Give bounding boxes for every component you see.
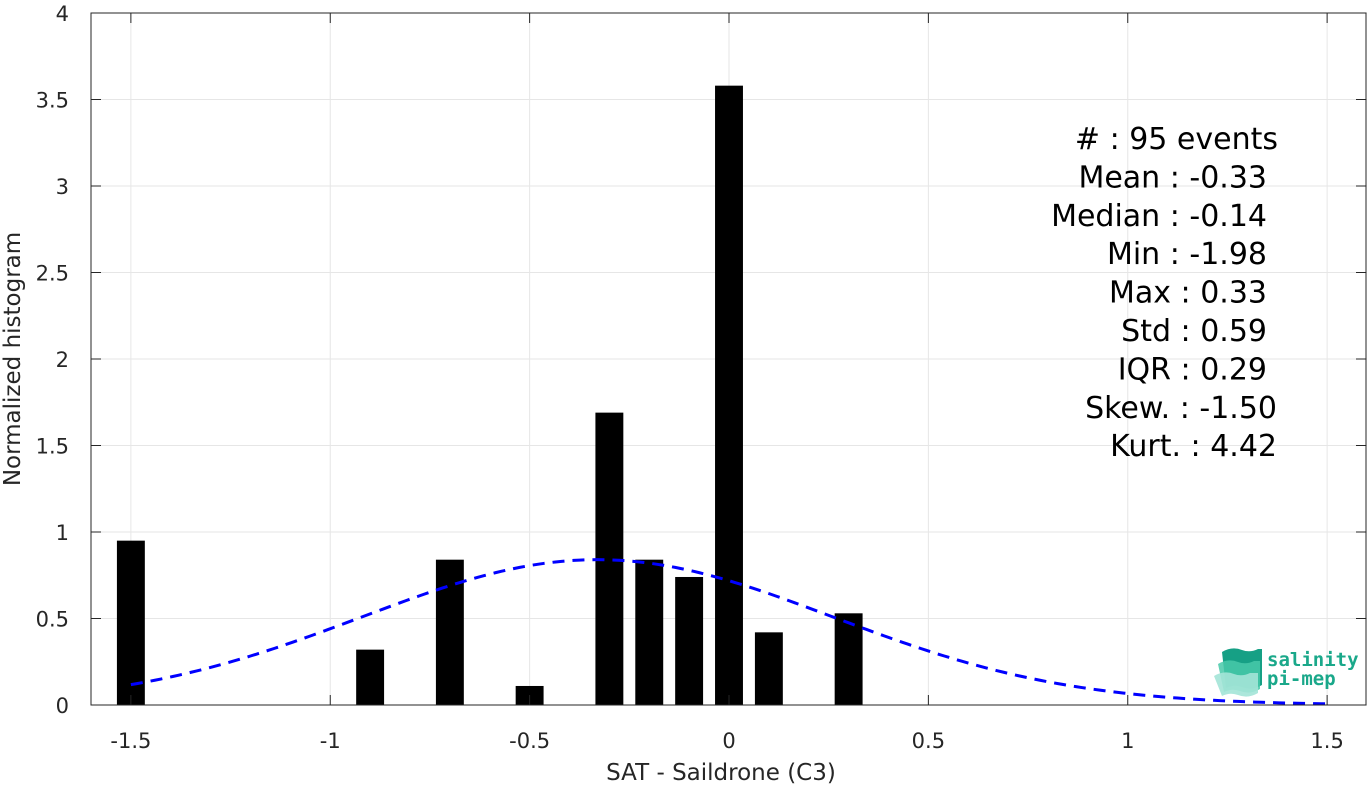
stats-line: Std : 0.59: [1121, 314, 1267, 349]
histogram-bar: [635, 559, 664, 705]
stat-value: : 0.33: [1181, 276, 1267, 311]
stat-value: : -0.33: [1170, 160, 1267, 195]
stats-line: Mean : -0.33: [1078, 160, 1267, 195]
x-tick-label: -1: [320, 729, 341, 753]
stats-line: Kurt. : 4.42: [1110, 429, 1277, 464]
stat-name: Max: [1109, 276, 1181, 311]
y-tick-label: 0: [56, 694, 69, 718]
axes: [90, 12, 1367, 706]
stat-value: : 0.29: [1181, 352, 1267, 387]
y-tick-label: 3: [56, 175, 69, 199]
stat-value: : 0.59: [1181, 314, 1267, 349]
stats-line: Max : 0.33: [1109, 276, 1267, 311]
stat-value: : -1.98: [1170, 237, 1267, 272]
y-tick-label: 2.5: [36, 262, 69, 286]
stat-name: Median: [1051, 199, 1170, 234]
y-tick-label: 1: [56, 521, 69, 545]
histogram-bar: [675, 576, 704, 705]
salinity-pi-mep-logo: salinity pi-mep: [1214, 648, 1359, 697]
x-tick-labels: -1.5 -1 -0.5 0 0.5 1 1.5: [110, 729, 1343, 753]
y-tick-label: 2: [56, 348, 69, 372]
histogram-bar: [715, 85, 743, 705]
stat-name: Min: [1107, 237, 1170, 272]
normal-fit-curve: [130, 558, 1328, 706]
x-tick-label: 0: [722, 729, 735, 753]
histogram-bar: [116, 540, 145, 705]
x-axis-label: SAT - Saildrone (C3): [606, 760, 836, 785]
stat-name: Std: [1121, 314, 1180, 349]
logo-waves-icon: [1214, 648, 1262, 697]
y-tick-label: 0.5: [36, 608, 69, 632]
logo-line2: pi-mep: [1267, 668, 1336, 690]
stat-value: : -0.14: [1170, 199, 1267, 234]
y-tick-labels: 0 0.5 1 1.5 2 2.5 3 3.5 4: [36, 2, 69, 718]
y-tick-label: 1.5: [36, 435, 69, 459]
x-tick-label: 1: [1121, 729, 1134, 753]
histogram-bar: [754, 632, 783, 705]
stat-value: : -1.50: [1180, 391, 1277, 426]
y-tick-label: 4: [56, 2, 69, 26]
stat-name: #: [1075, 122, 1110, 157]
x-tick-label: -1.5: [110, 729, 151, 753]
stats-line: IQR : 0.29: [1118, 352, 1267, 387]
stats-line: Min : -1.98: [1107, 237, 1267, 272]
x-tick-label: 1.5: [1310, 729, 1343, 753]
stat-name: IQR: [1118, 352, 1181, 387]
logo-line1: salinity: [1267, 649, 1359, 671]
stat-value: : 4.42: [1191, 429, 1277, 464]
histogram-bar: [356, 649, 385, 705]
stat-value: : 95 events: [1110, 122, 1278, 157]
stat-name: Skew.: [1085, 391, 1180, 426]
stat-name: Kurt.: [1110, 429, 1190, 464]
y-axis-label: Normalized histogram: [0, 232, 26, 486]
x-tick-label: 0.5: [912, 729, 945, 753]
histogram-bar: [834, 613, 863, 705]
stat-name: Mean: [1078, 160, 1169, 195]
stats-line: Median : -0.14: [1051, 199, 1267, 234]
stats-line: Skew. : -1.50: [1085, 391, 1277, 426]
y-tick-label: 3.5: [36, 89, 69, 113]
stats-line: # : 95 events: [1075, 122, 1278, 157]
x-tick-label: -0.5: [509, 729, 550, 753]
